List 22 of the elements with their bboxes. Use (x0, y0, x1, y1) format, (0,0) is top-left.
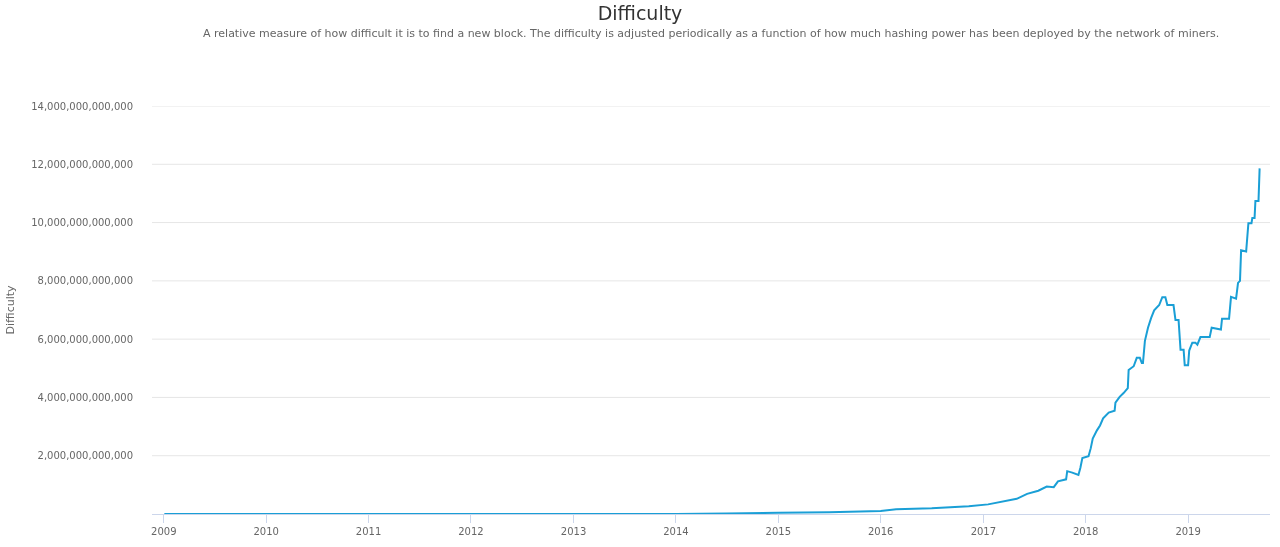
x-tick-label: 2017 (970, 526, 997, 537)
y-tick-label: 14,000,000,000,000 (31, 100, 133, 112)
y-tick-label: 6,000,000,000,000 (37, 333, 133, 345)
x-tick-label: 2010 (253, 526, 279, 537)
y-tick-label: 8,000,000,000,000 (37, 275, 133, 287)
x-tick-label: 2012 (458, 526, 484, 537)
y-tick-label: 10,000,000,000,000 (31, 217, 133, 229)
x-tick-label: 2011 (355, 526, 382, 537)
y-tick-label: 2,000,000,000,000 (37, 450, 133, 462)
x-tick-label: 2009 (151, 526, 177, 537)
x-tick-label: 2015 (765, 526, 792, 537)
y-tick-label: 4,000,000,000,000 (37, 391, 133, 403)
y-tick-label: 12,000,000,000,000 (31, 158, 133, 170)
chart-subtitle: A relative measure of how difficult it is to find a new block. The difficulty is adjusted periodically as a function of how much hashing power has been deployed by the network of miners. (203, 27, 1220, 40)
y-axis-title: Difficulty (3, 284, 17, 335)
x-tick-label: 2016 (867, 526, 894, 537)
x-tick-label: 2014 (663, 526, 689, 537)
chart-title: Difficulty (597, 2, 683, 25)
x-tick-label: 2019 (1175, 526, 1201, 537)
x-tick-label: 2018 (1072, 526, 1099, 537)
x-tick-label: 2013 (560, 526, 587, 537)
line-series (163, 167, 1261, 514)
